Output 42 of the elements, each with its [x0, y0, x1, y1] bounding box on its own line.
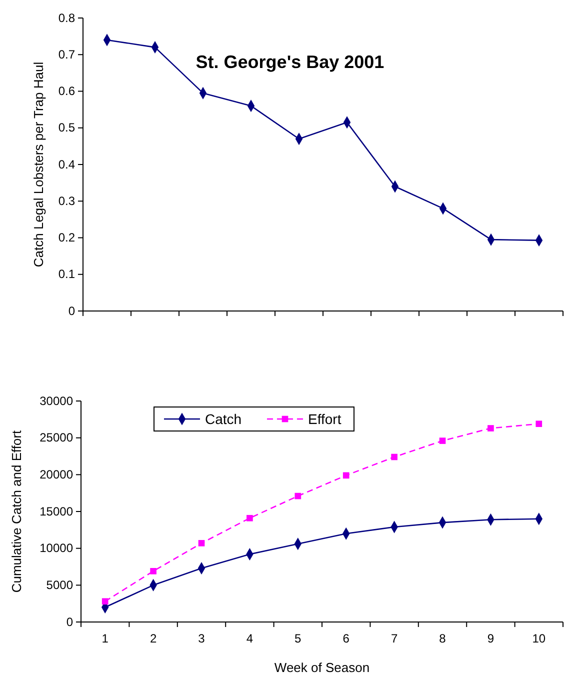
point — [246, 514, 253, 522]
y-tick-label: 0.2 — [58, 230, 76, 245]
point — [439, 438, 446, 444]
point — [102, 598, 108, 605]
y-tick-label: 25000 — [40, 430, 74, 445]
y-tick-label: 0 — [66, 614, 74, 629]
y-tick-label: 15000 — [40, 504, 74, 518]
y-tick-label: 5000 — [46, 578, 74, 592]
x-tick-label: 3 — [198, 632, 206, 646]
point — [150, 568, 156, 574]
point — [536, 420, 542, 427]
y-tick-label: 0.3 — [58, 194, 76, 208]
x-tick-label: 6 — [342, 632, 350, 646]
point — [391, 454, 398, 460]
legend-label: Catch — [205, 411, 242, 427]
point — [342, 472, 350, 479]
y-tick-label: 0 — [68, 304, 76, 318]
y-tick-label: 10000 — [40, 541, 74, 556]
point — [198, 540, 205, 546]
x-tick-label: 9 — [487, 632, 494, 646]
y-tick-label: 0.5 — [58, 120, 76, 135]
x-tick-label: 4 — [246, 632, 254, 646]
x-tick-label: 5 — [294, 632, 302, 646]
y-tick-label: 0.8 — [58, 10, 76, 25]
point — [294, 492, 302, 500]
y-axis-title: Catch Legal Lobsters per Trap Haul — [31, 62, 46, 268]
x-tick-label: 1 — [102, 632, 109, 646]
x-tick-label: 10 — [532, 632, 546, 646]
x-axis-title: Week of Season — [274, 660, 370, 675]
y-tick-label: 20000 — [40, 468, 74, 482]
text: St. George's Bay 2001 — [196, 52, 384, 72]
x-tick-label: 7 — [390, 632, 398, 646]
y-tick-label: 0.4 — [58, 157, 76, 172]
y-tick-label: 30000 — [40, 394, 74, 408]
x-tick-label: 8 — [439, 632, 446, 646]
y-tick-label: 0.7 — [58, 47, 76, 62]
x-tick-label: 2 — [150, 632, 157, 646]
point — [488, 425, 494, 432]
legend-label: Effort — [308, 411, 342, 427]
y-axis-title: Cumulative Catch and Effort — [9, 430, 24, 593]
y-tick-label: 0.6 — [58, 84, 76, 98]
y-tick-label: 0.1 — [58, 267, 76, 282]
